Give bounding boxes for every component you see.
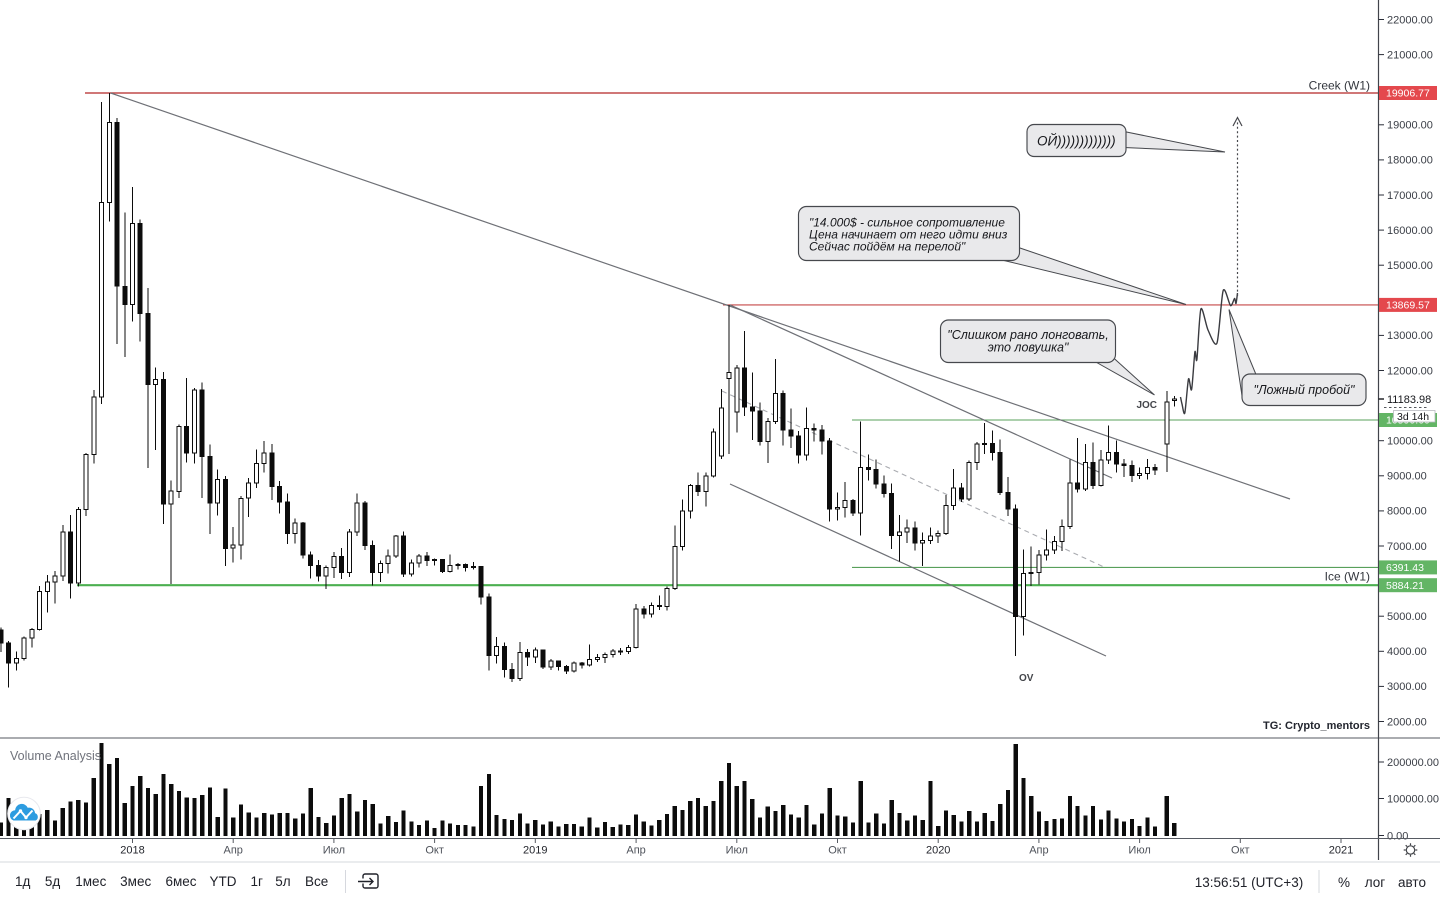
svg-text:7000.00: 7000.00 [1387, 541, 1427, 553]
svg-text:16000.00: 16000.00 [1387, 225, 1433, 237]
svg-text:TG: Crypto_mentors: TG: Crypto_mentors [1263, 720, 1370, 732]
svg-text:17000.00: 17000.00 [1387, 190, 1433, 202]
svg-text:ОЙ))))))))))))): ОЙ))))))))))))) [1037, 133, 1116, 149]
svg-text:19906.77: 19906.77 [1386, 88, 1430, 100]
svg-text:Июл: Июл [1128, 845, 1150, 857]
svg-text:8000.00: 8000.00 [1387, 506, 1427, 518]
svg-text:18000.00: 18000.00 [1387, 155, 1433, 167]
svg-text:10000.00: 10000.00 [1387, 436, 1433, 448]
svg-text:5884.21: 5884.21 [1386, 580, 1424, 592]
svg-text:2021: 2021 [1329, 845, 1353, 857]
svg-text:21000.00: 21000.00 [1387, 49, 1433, 61]
svg-text:2020: 2020 [926, 845, 950, 857]
svg-text:13000.00: 13000.00 [1387, 330, 1433, 342]
svg-text:%: % [1338, 875, 1350, 890]
svg-text:5000.00: 5000.00 [1387, 611, 1427, 623]
svg-text:Окт: Окт [828, 845, 847, 857]
svg-text:Апр: Апр [1029, 845, 1048, 857]
svg-text:Volume Analysis: Volume Analysis [10, 749, 101, 763]
svg-text:1г: 1г [250, 874, 263, 889]
svg-text:6мес: 6мес [165, 874, 196, 889]
svg-text:2019: 2019 [523, 845, 547, 857]
svg-text:12000.00: 12000.00 [1387, 365, 1433, 377]
svg-text:100000.00: 100000.00 [1387, 793, 1439, 805]
svg-text:"Слишком рано лонговать,: "Слишком рано лонговать, [947, 328, 1108, 342]
svg-text:2000.00: 2000.00 [1387, 716, 1427, 728]
svg-text:Ice (W1): Ice (W1) [1325, 570, 1370, 584]
svg-text:лог: лог [1365, 875, 1386, 890]
svg-text:"14.000$ - сильное сопротивлен: "14.000$ - сильное сопротивление [809, 216, 1005, 230]
svg-text:15000.00: 15000.00 [1387, 260, 1433, 272]
svg-text:JOC: JOC [1136, 400, 1157, 411]
svg-text:3000.00: 3000.00 [1387, 681, 1427, 693]
svg-text:6391.43: 6391.43 [1386, 562, 1424, 574]
svg-text:4000.00: 4000.00 [1387, 646, 1427, 658]
svg-text:0.00: 0.00 [1387, 830, 1408, 842]
svg-text:19000.00: 19000.00 [1387, 120, 1433, 132]
svg-text:Окт: Окт [1231, 845, 1250, 857]
svg-text:3d 14h: 3d 14h [1397, 411, 1429, 423]
svg-text:3мес: 3мес [120, 874, 151, 889]
svg-text:9000.00: 9000.00 [1387, 471, 1427, 483]
svg-text:Сейчас пойдём на перелой": Сейчас пойдём на перелой" [809, 240, 966, 254]
svg-text:Апр: Апр [223, 845, 242, 857]
svg-text:Июл: Июл [323, 845, 345, 857]
svg-text:авто: авто [1398, 875, 1426, 890]
svg-text:Окт: Окт [425, 845, 444, 857]
svg-text:OV: OV [1019, 673, 1034, 684]
svg-text:22000.00: 22000.00 [1387, 14, 1433, 26]
svg-text:Creek (W1): Creek (W1) [1309, 79, 1370, 93]
svg-text:Все: Все [305, 874, 328, 889]
svg-text:13:56:51 (UTC+3): 13:56:51 (UTC+3) [1195, 875, 1303, 890]
svg-text:11183.98: 11183.98 [1387, 394, 1431, 406]
svg-text:200000.00: 200000.00 [1387, 757, 1439, 769]
svg-text:Апр: Апр [626, 845, 645, 857]
svg-text:"Ложный пробой": "Ложный пробой" [1254, 383, 1356, 397]
svg-text:2018: 2018 [120, 845, 144, 857]
svg-text:это ловушка": это ловушка" [988, 341, 1069, 355]
svg-text:5л: 5л [275, 874, 290, 889]
svg-text:Июл: Июл [726, 845, 748, 857]
svg-text:5д: 5д [45, 874, 61, 889]
svg-text:YTD: YTD [210, 874, 237, 889]
svg-text:Цена начинает от него идти вни: Цена начинает от него идти вниз [809, 228, 1008, 242]
svg-text:1мес: 1мес [75, 874, 106, 889]
svg-text:13869.57: 13869.57 [1386, 300, 1430, 312]
svg-text:1д: 1д [15, 874, 31, 889]
